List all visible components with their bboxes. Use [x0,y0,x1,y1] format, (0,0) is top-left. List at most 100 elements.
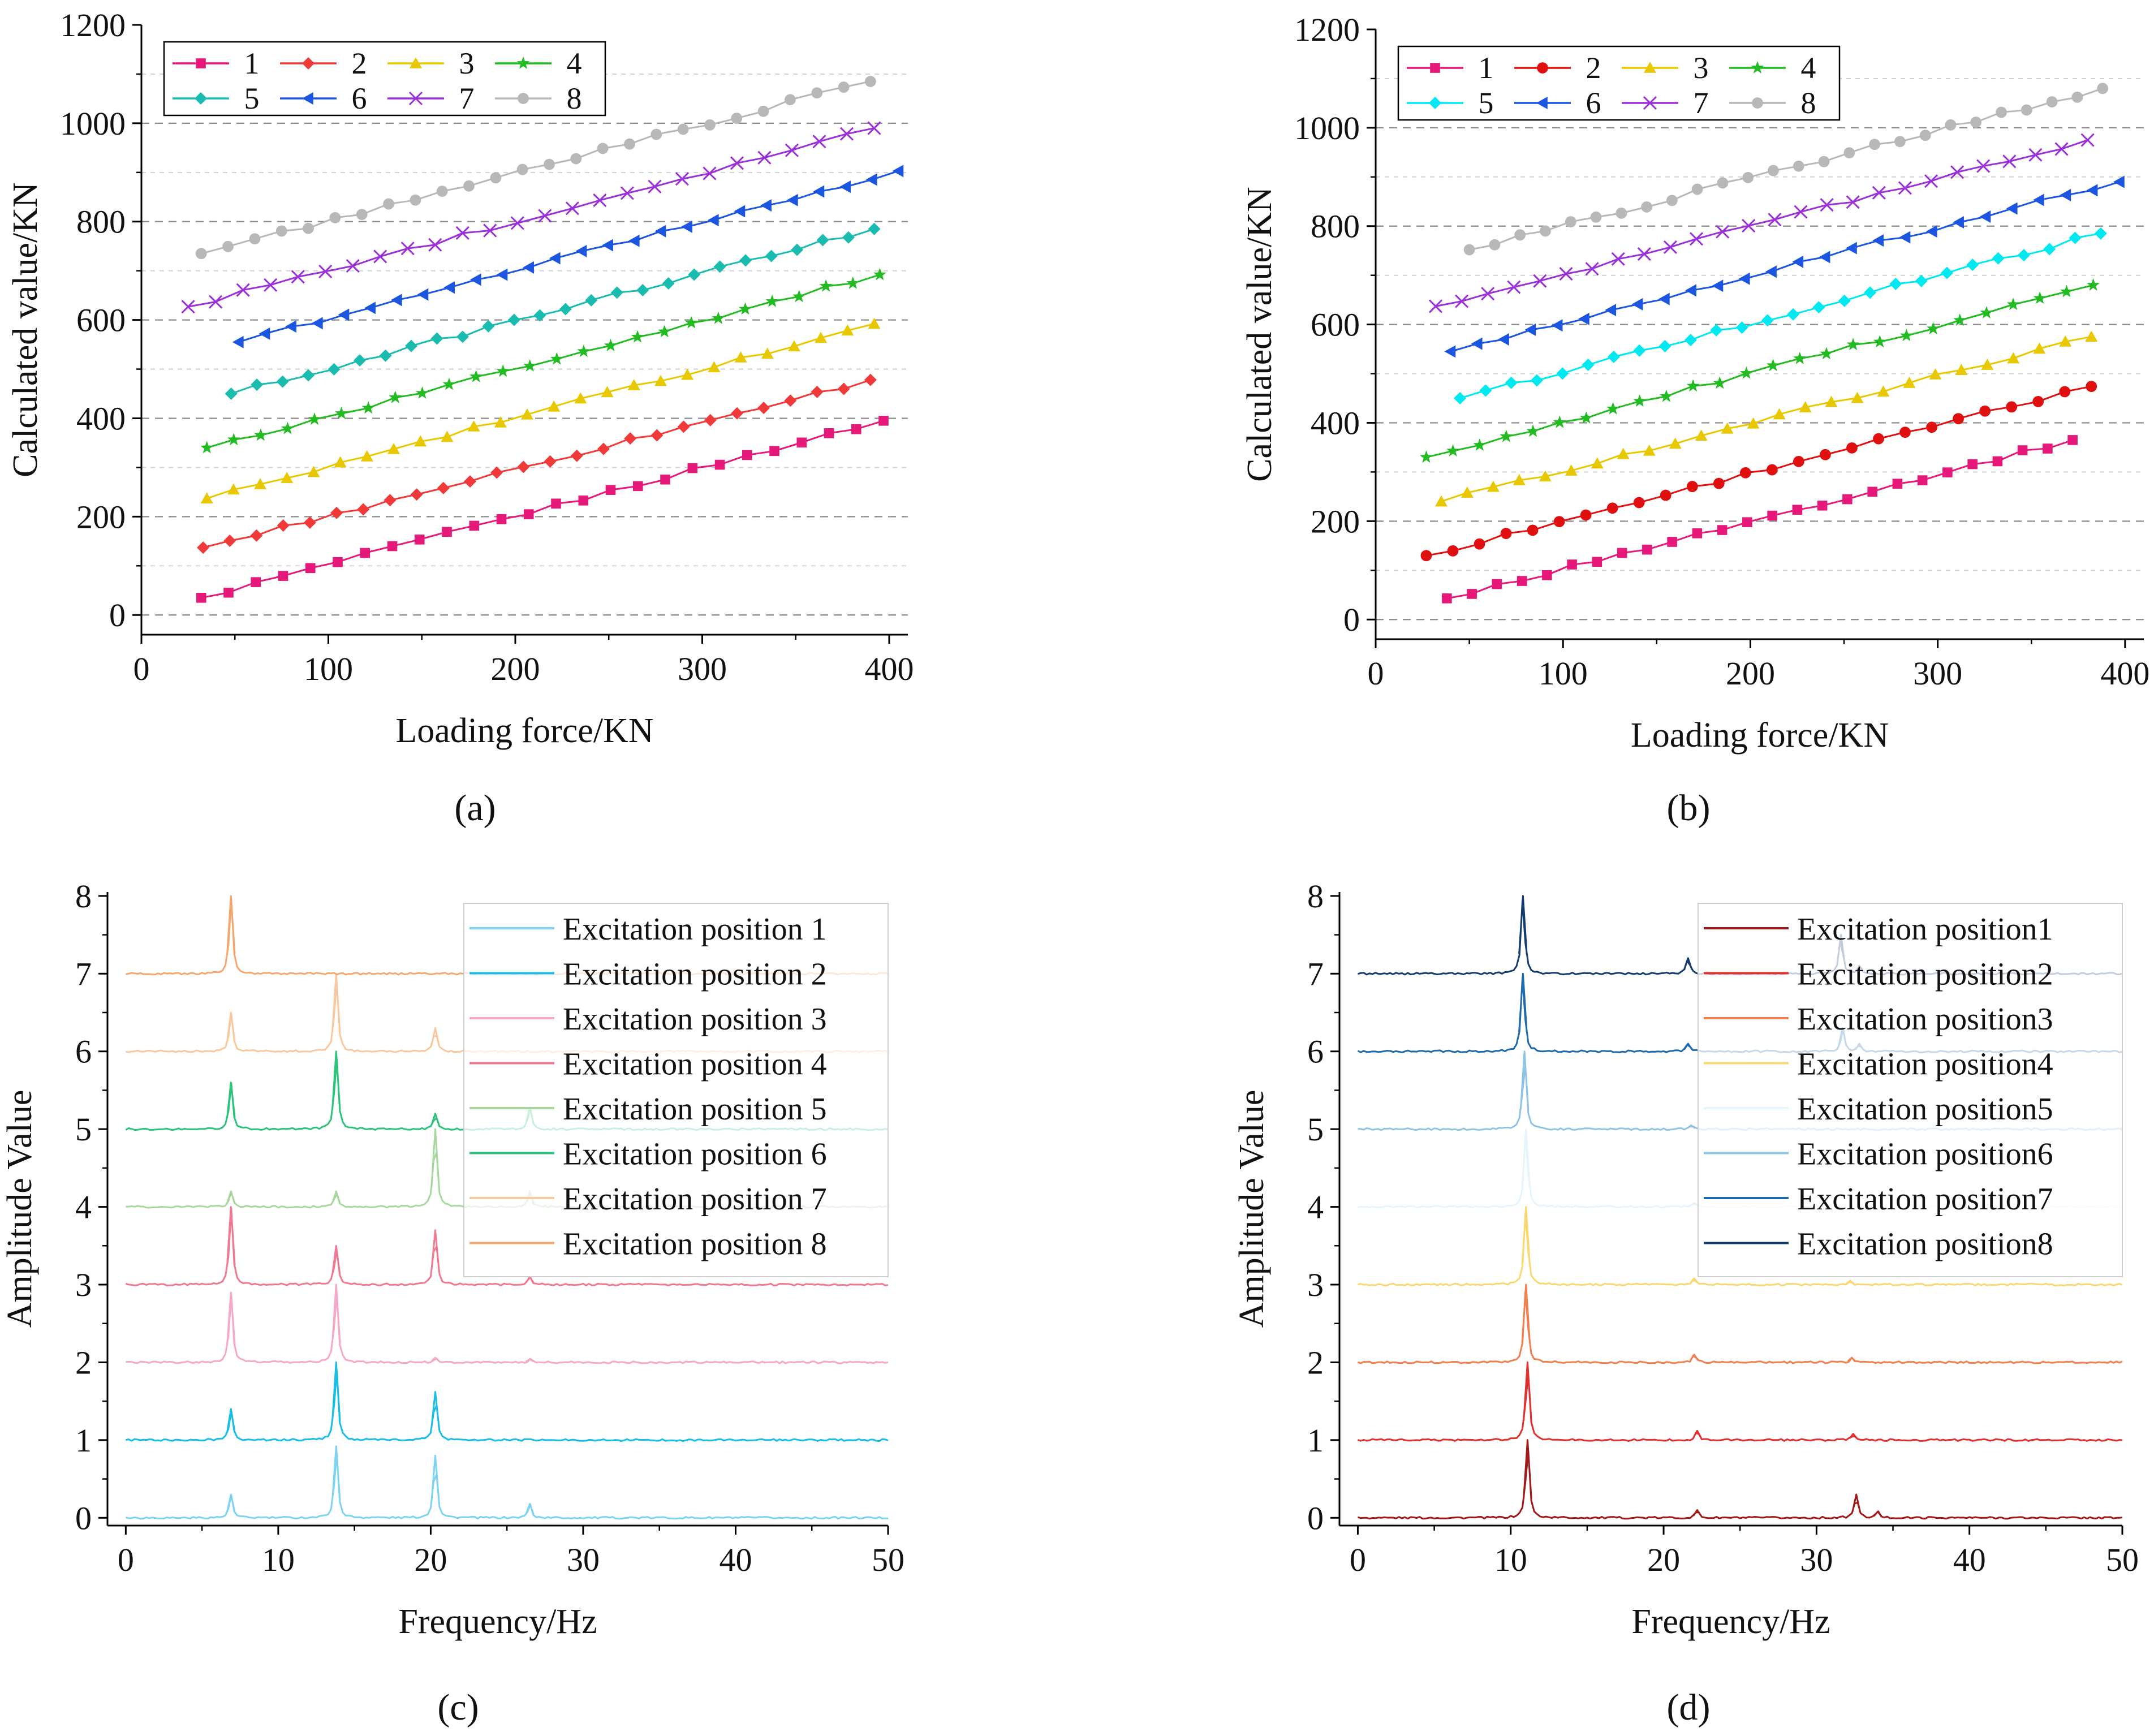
series-line-4 [206,274,880,449]
data-point [520,408,533,420]
data-point [1966,259,1979,272]
data-point [2086,184,2098,197]
data-point [1792,505,1803,515]
x-axis-label: Loading force/KN [1631,716,1889,755]
data-point [335,406,348,419]
x-tick-label: 0 [1350,1541,1366,1578]
data-point [1660,489,1671,501]
panel-label: (d) [1667,1687,1711,1728]
data-point [2043,443,2053,454]
data-point [1637,247,1651,261]
data-point [437,481,450,494]
data-point [1473,438,1487,451]
data-point [482,320,495,333]
data-point [760,199,772,212]
legend-marker [196,58,206,68]
data-point [550,352,563,365]
data-point [842,231,855,244]
legend-label: 8 [1801,86,1816,120]
data-point [1820,449,1831,460]
data-point [2060,285,2073,298]
data-point [1663,240,1678,254]
data-point [436,186,448,197]
data-point [1607,350,1620,363]
data-point [1903,376,1916,388]
data-point [570,449,583,462]
data-point [1899,329,1913,342]
x-tick-label: 400 [2100,655,2149,692]
data-point [681,368,694,380]
data-point [1818,156,1830,167]
data-point [389,390,402,403]
data-point [1578,312,1589,325]
data-point [1894,136,1906,148]
data-point [1872,234,1884,247]
legend-marker [408,91,423,106]
data-point [1660,389,1673,402]
data-point [1976,159,1991,173]
legend-label: 4 [567,46,582,80]
data-point [1872,186,1886,200]
data-point [2046,96,2058,107]
y-axis-label: Amplitude Value [1233,1090,1271,1328]
data-point [1556,367,1569,380]
legend-label: 5 [244,81,260,115]
data-point [839,180,851,193]
data-point [1565,464,1578,476]
data-point [302,369,315,382]
x-tick-label: 10 [262,1541,295,1578]
data-point [811,87,823,99]
x-tick-label: 40 [719,1541,752,1578]
y-tick-label: 1200 [1294,11,1360,48]
data-point [1591,457,1604,469]
x-tick-label: 400 [864,651,914,687]
y-tick-label: 1000 [60,105,126,142]
data-point [785,143,799,157]
y-tick-label: 600 [76,302,126,339]
data-point [1667,537,1677,547]
data-point [851,424,861,434]
data-point [784,394,797,407]
data-point [1846,195,1860,209]
series-line-1 [1446,439,2073,600]
data-point [1500,528,1512,539]
data-point [404,339,417,352]
data-point [1658,340,1671,353]
data-point [1428,299,1443,313]
data-point [442,377,456,390]
data-point [1768,213,1782,227]
data-point [1940,266,1953,279]
data-point [2086,381,2097,393]
data-point [1873,335,1886,348]
data-point [605,485,616,495]
data-point [1793,455,1804,467]
data-point [1953,216,1964,229]
spectrum-2 [1357,1361,2123,1442]
data-point [1739,366,1753,379]
data-point [1590,211,1602,223]
x-tick-label: 30 [567,1541,600,1578]
legend-label: Excitation position 4 [563,1047,827,1082]
legend-label: Excitation position3 [1797,1002,2053,1037]
data-point [1633,497,1645,509]
y-axis-label: Calculated value/KN [1240,187,1279,482]
data-point [1446,444,1460,456]
x-tick-label: 0 [1368,655,1384,692]
data-point [1979,210,1991,223]
y-tick-label: 1200 [60,7,126,44]
legend-box [163,41,606,117]
data-point [1487,480,1500,492]
y-tick-label: 400 [1311,404,1360,441]
y-tick-label: 2 [75,1344,92,1381]
data-point [865,173,877,186]
data-point [1713,477,1725,489]
data-point [632,481,643,492]
data-point [303,222,314,234]
y-axis-label: Amplitude Value [1,1090,39,1328]
spectrum-1 [125,1445,889,1520]
data-point [1773,408,1786,420]
data-point [360,548,371,558]
data-point [1996,106,2007,118]
data-point [523,359,537,372]
